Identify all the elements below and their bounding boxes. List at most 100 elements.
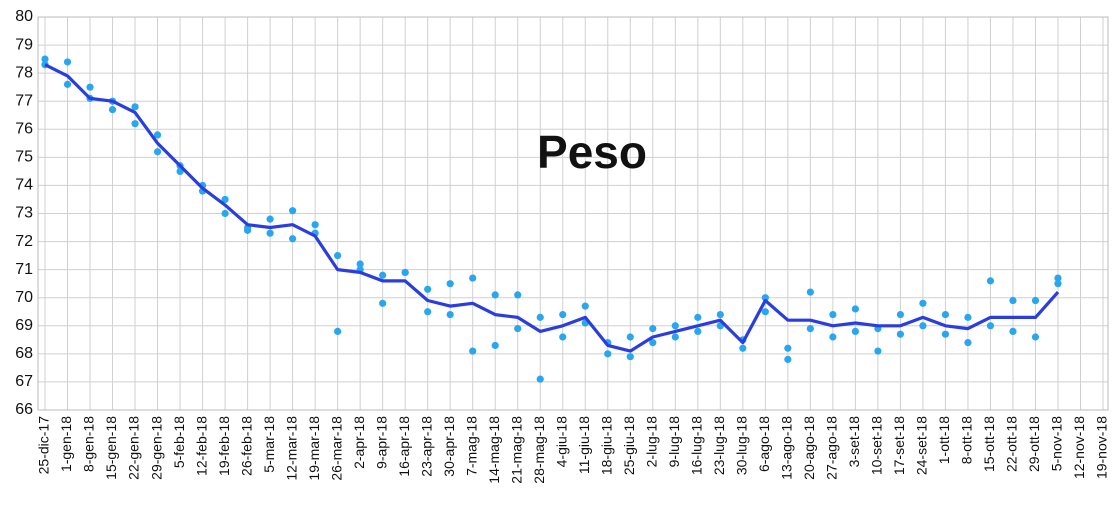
data-point [63, 80, 72, 88]
data-point [649, 324, 657, 333]
data-line [44, 63, 1060, 353]
data-point [41, 55, 49, 63]
data-point [379, 299, 387, 307]
y-tick-label: 66 [15, 401, 33, 418]
data-point [941, 310, 950, 319]
x-tick-label: 19-nov-18 [1094, 416, 1110, 479]
data-point [153, 148, 162, 156]
x-tick-label: 11-giu-18 [576, 416, 592, 474]
x-tick-label: 4-giu-18 [553, 416, 569, 468]
data-point [469, 274, 477, 282]
plot-border [37, 16, 1109, 411]
data-point [221, 209, 229, 218]
x-tick-label: 21-mag-18 [508, 416, 524, 484]
x-tick-label: 30-lug-18 [734, 416, 750, 475]
data-point [514, 291, 522, 299]
x-tick-label: 29-ott-18 [1026, 416, 1042, 472]
data-point [986, 277, 995, 285]
data-point [626, 353, 634, 361]
x-tick-label: 16-lug-18 [689, 416, 705, 475]
y-tick-label: 72 [15, 233, 33, 250]
data-point [311, 221, 319, 229]
data-point [671, 322, 679, 330]
data-point [671, 333, 679, 341]
data-point [559, 310, 567, 319]
data-point [289, 235, 297, 243]
x-tick-label: 16-apr-18 [396, 416, 412, 477]
data-point [626, 333, 634, 341]
data-point [896, 310, 905, 319]
data-point [559, 333, 567, 341]
x-tick-label: 3-set-18 [846, 416, 862, 468]
x-tick-label: 5-nov-18 [1049, 416, 1065, 471]
data-point [851, 327, 859, 335]
y-tick-label: 74 [15, 177, 33, 194]
data-point [761, 294, 769, 302]
data-point [694, 313, 702, 321]
y-tick-label: 70 [15, 289, 33, 306]
data-point [63, 58, 72, 66]
x-tick-label: 10-set-18 [869, 416, 885, 475]
data-point [964, 313, 972, 321]
y-tick-label: 80 [15, 8, 33, 25]
x-tick-label: 7-mag-18 [463, 416, 479, 476]
y-tick-label: 68 [15, 345, 33, 362]
x-tick-label: 15-ott-18 [981, 416, 997, 472]
data-point [356, 260, 364, 268]
data-point [536, 313, 544, 321]
x-tick-label: 30-apr-18 [441, 416, 457, 477]
data-point [896, 330, 905, 338]
data-point [806, 324, 814, 333]
data-point [446, 310, 454, 319]
data-point [919, 322, 927, 330]
data-point [829, 333, 837, 341]
y-tick-label: 75 [15, 149, 33, 166]
x-tick-label: 23-lug-18 [711, 416, 727, 475]
data-point [424, 308, 432, 316]
data-point [1009, 296, 1017, 305]
x-tick-label: 26-mar-18 [328, 416, 344, 481]
data-point [266, 229, 274, 237]
x-tick-label: 6-ago-18 [756, 416, 772, 472]
data-point [289, 207, 297, 215]
x-tick-label: 5-feb-18 [171, 416, 187, 468]
data-point [131, 103, 139, 111]
x-tick-label: 9-lug-18 [666, 416, 682, 468]
data-point [851, 305, 859, 313]
x-tick-label: 15-gen-18 [103, 416, 119, 480]
x-tick-label: 24-set-18 [914, 416, 930, 475]
y-tick-label: 69 [15, 317, 33, 334]
x-tick-label: 8-gen-18 [81, 416, 97, 472]
chart-title: Peso [537, 126, 647, 178]
data-point [536, 375, 544, 383]
data-point [581, 302, 589, 310]
data-point [86, 83, 94, 91]
x-tick-label: 12-feb-18 [193, 416, 209, 476]
x-tick-label: 22-ott-18 [1004, 416, 1020, 472]
x-tick-label: 2-apr-18 [351, 416, 367, 469]
data-point [829, 310, 837, 319]
data-point [649, 339, 657, 347]
data-point [334, 327, 342, 335]
data-point [964, 339, 972, 347]
x-tick-label: 17-set-18 [891, 416, 907, 475]
data-point [716, 310, 724, 319]
data-point [1054, 274, 1062, 282]
data-point [379, 271, 387, 279]
x-tick-label: 25-dic-17 [36, 416, 52, 475]
data-point [694, 327, 702, 335]
data-point [784, 355, 792, 364]
x-tick-label: 22-gen-18 [126, 416, 142, 480]
x-tick-label: 25-giu-18 [621, 416, 637, 475]
x-tick-label: 2-lug-18 [643, 416, 659, 468]
data-point [739, 344, 747, 352]
y-tick-label: 67 [15, 373, 33, 390]
y-tick-label: 73 [15, 205, 33, 222]
data-point [1031, 296, 1040, 305]
data-point [153, 131, 162, 139]
x-tick-label: 8-ott-18 [959, 416, 975, 464]
y-tick-label: 79 [15, 36, 33, 53]
x-tick-label: 9-apr-18 [373, 416, 389, 469]
x-tick-label: 19-mar-18 [306, 416, 322, 481]
x-tick-label: 19-feb-18 [216, 416, 232, 476]
